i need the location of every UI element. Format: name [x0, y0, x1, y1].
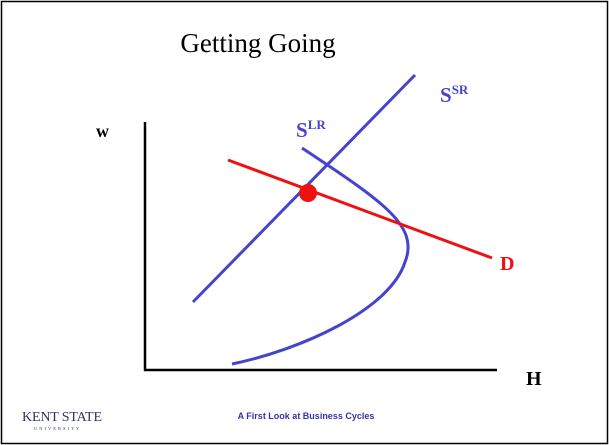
equilibrium-point: [299, 184, 317, 202]
logo-sub: UNIVERSITY: [34, 426, 81, 431]
logo-name: KENT STATE: [22, 410, 102, 425]
label-sup: SR: [452, 82, 469, 97]
label-base: S: [296, 118, 308, 142]
short-run-supply-label: SSR: [440, 82, 469, 107]
x-axis-label: H: [526, 368, 542, 390]
demand-curve: [227, 158, 493, 260]
y-axis-label: w: [96, 121, 109, 141]
long-run-supply-label: SLR: [296, 117, 326, 142]
label-base: S: [440, 83, 452, 107]
long-run-supply-curve: [231, 146, 410, 366]
demand-label: D: [500, 253, 514, 275]
title: Getting Going: [180, 28, 335, 58]
footer: A First Look at Business Cycles: [238, 411, 375, 421]
label-sup: LR: [308, 117, 327, 132]
